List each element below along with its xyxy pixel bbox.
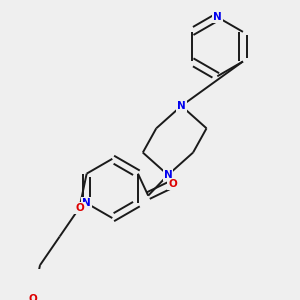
- Text: N: N: [164, 170, 172, 180]
- Text: N: N: [213, 12, 222, 22]
- Text: N: N: [177, 101, 186, 111]
- Text: O: O: [168, 179, 177, 189]
- Text: O: O: [75, 203, 84, 213]
- Text: O: O: [28, 294, 37, 300]
- Text: N: N: [82, 198, 91, 208]
